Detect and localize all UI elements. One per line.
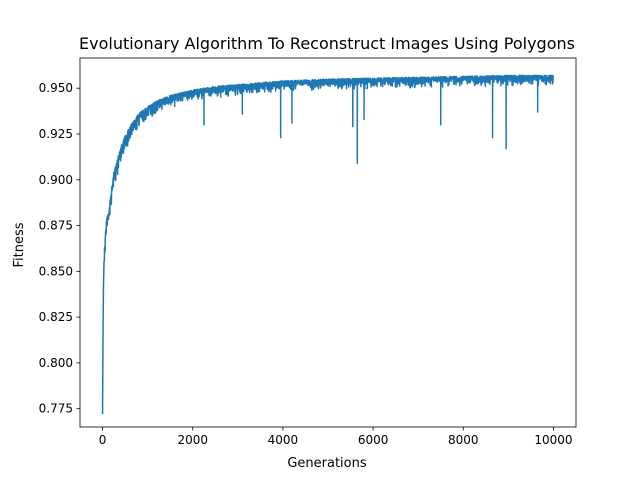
- x-tick-label: 4000: [268, 433, 299, 447]
- y-tick-label: 0.800: [39, 356, 73, 370]
- series-line-fitness: [101, 74, 555, 415]
- y-tick-label: 0.900: [39, 173, 73, 187]
- x-axis: 0 2000 4000 6000 8000 10000: [99, 427, 573, 447]
- plot-area: [79, 57, 577, 428]
- x-tick-label: 8000: [448, 433, 479, 447]
- y-axis-label: Fitness: [12, 222, 27, 267]
- chart-title: Evolutionary Algorithm To Reconstruct Im…: [79, 34, 575, 53]
- x-tick-label: 10000: [534, 433, 572, 447]
- y-tick-label: 0.875: [39, 219, 73, 233]
- x-tick-label: 0: [99, 433, 107, 447]
- y-tick-label: 0.825: [39, 310, 73, 324]
- x-axis-label: Generations: [287, 456, 367, 471]
- axes-frame: [79, 57, 577, 428]
- y-tick-label: 0.925: [39, 127, 73, 141]
- y-tick-label: 0.950: [39, 81, 73, 95]
- y-tick-label: 0.775: [39, 402, 73, 416]
- y-tick-label: 0.850: [39, 264, 73, 278]
- x-tick-label: 6000: [358, 433, 389, 447]
- x-tick-label: 2000: [177, 433, 208, 447]
- y-axis: 0.775 0.800 0.825 0.850 0.875 0.900 0.925 0.950: [39, 81, 80, 416]
